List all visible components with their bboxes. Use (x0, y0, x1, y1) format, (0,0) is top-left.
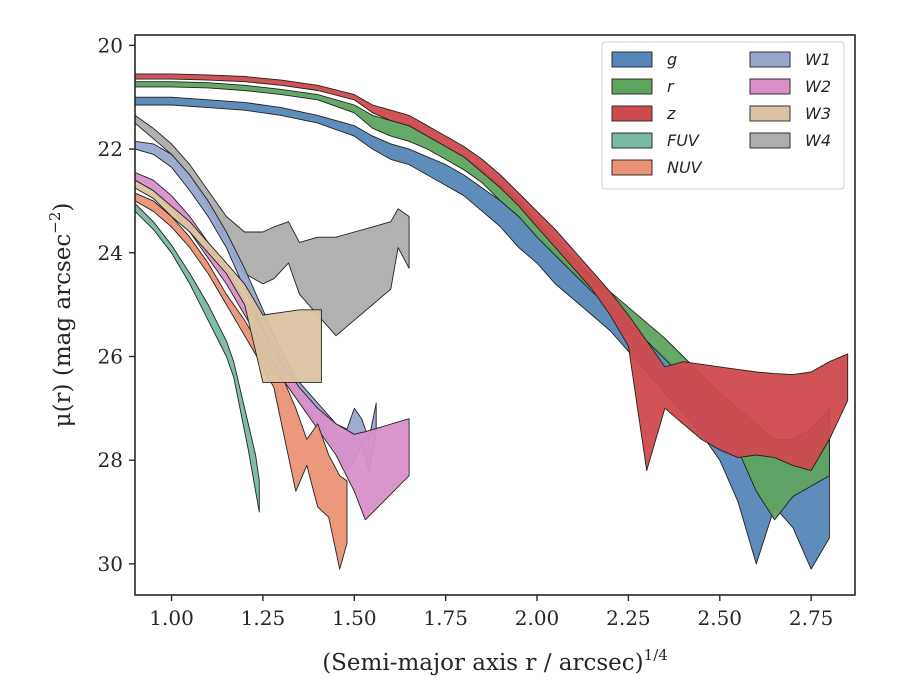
legend-label-nuv: NUV (667, 158, 703, 177)
x-tick-label: 1.75 (423, 606, 468, 630)
band-nuv (135, 192, 348, 570)
x-tick-label: 2.00 (515, 606, 560, 630)
legend-label-w4: W4 (805, 131, 831, 150)
x-tick-label: 1.25 (241, 606, 286, 630)
x-tick-label: 1.00 (149, 606, 194, 630)
legend-label-z: z (666, 104, 676, 123)
legend-swatch-nuv (611, 159, 653, 176)
legend-swatch-g (611, 51, 653, 68)
x-axis-ticks: 1.00 1.25 1.50 1.75 2.00 2.25 2.50 2.75 (149, 595, 833, 630)
band-g (135, 96, 830, 570)
y-axis-label-main: μ(r) (mag arcsec (50, 234, 76, 428)
x-axis-label: (Semi-major axis r / arcsec)1/4 (322, 646, 668, 676)
plot-frame (134, 34, 856, 596)
legend-label-w2: W2 (805, 77, 831, 96)
legend: grz FUV NUV W1 W2 W3 W4 (601, 41, 845, 190)
x-tick-label: 1.50 (332, 606, 377, 630)
legend-swatch-w1 (749, 51, 791, 68)
legend-swatch-fuv (611, 132, 653, 149)
x-axis-label-main: (Semi-major axis r / arcsec) (322, 650, 643, 676)
band-areas (135, 73, 849, 570)
legend-label-fuv: FUV (667, 131, 700, 150)
band-fuv (135, 203, 260, 513)
legend-swatch-r (611, 78, 653, 95)
legend-swatch-w4 (749, 132, 791, 149)
legend-swatch-z (611, 105, 653, 122)
x-tick-label: 2.75 (789, 606, 834, 630)
legend-swatch-w3 (749, 105, 791, 122)
y-axis-label-close: ) (50, 203, 76, 212)
y-tick-label: 20 (98, 33, 123, 57)
band-z (135, 73, 849, 472)
y-tick-label: 22 (98, 137, 123, 161)
x-axis-label-exponent: 1/4 (644, 646, 668, 664)
x-tick-label: 2.25 (606, 606, 651, 630)
y-tick-label: 26 (98, 344, 123, 368)
y-tick-label: 28 (98, 448, 123, 472)
legend-label-w1: W1 (805, 50, 831, 69)
x-tick-label: 2.50 (698, 606, 743, 630)
y-tick-label: 30 (98, 552, 123, 576)
band-w3 (135, 179, 322, 383)
y-axis-ticks: 20 22 24 26 28 30 (98, 33, 135, 576)
y-axis-label-exponent: −2 (46, 212, 64, 234)
legend-label-w3: W3 (805, 104, 831, 123)
legend-label-g: g (667, 50, 677, 69)
legend-swatch-w2 (749, 78, 791, 95)
y-axis-label: μ(r) (mag arcsec−2) (46, 203, 76, 428)
legend-label-r: r (667, 77, 675, 96)
y-tick-label: 24 (98, 241, 123, 265)
